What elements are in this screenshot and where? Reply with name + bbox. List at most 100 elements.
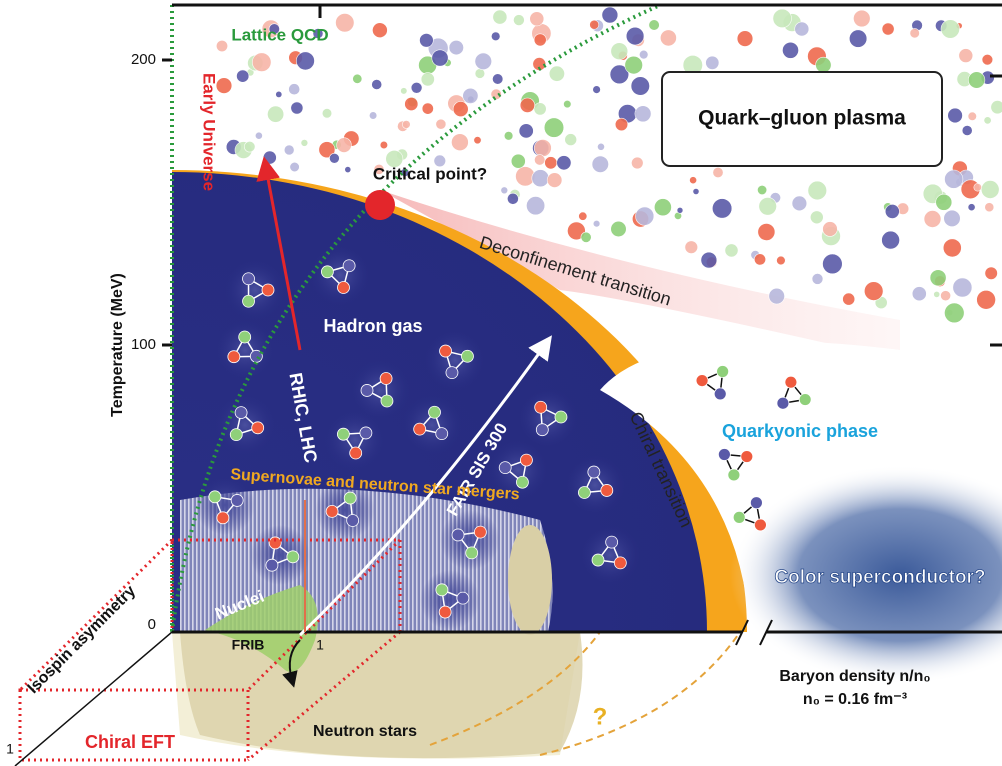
quark (544, 156, 558, 170)
hadron-quark (242, 294, 255, 308)
quark (947, 107, 963, 124)
rhic-arrow (256, 156, 302, 351)
quark (534, 154, 546, 166)
quark (654, 198, 672, 217)
quark (580, 231, 592, 243)
quark (848, 29, 868, 48)
x-one-label: 1 (316, 637, 324, 653)
hadron-quark (349, 446, 363, 460)
quark (981, 53, 994, 66)
hadron-quark (578, 486, 591, 499)
axes (162, 3, 1002, 646)
isospin-label: Isospin asymmetry (25, 582, 140, 697)
quark (474, 52, 492, 71)
hadron-quark (268, 536, 282, 550)
quark (676, 207, 684, 214)
quark (379, 140, 389, 150)
quark (474, 68, 486, 79)
quark (973, 183, 982, 192)
hadron-quark (346, 514, 360, 527)
quark (352, 73, 363, 84)
hadron-bond (418, 410, 443, 435)
quark (842, 292, 856, 306)
quark (288, 83, 301, 96)
hadron-halo (215, 395, 275, 455)
quark (567, 221, 586, 241)
quark (990, 100, 1002, 115)
quark (252, 52, 272, 72)
hadron-halo (488, 440, 548, 500)
quark (492, 9, 508, 25)
y-tick-label: 0 (148, 616, 156, 633)
hadron-quark (428, 405, 441, 419)
hadron-quark (380, 394, 394, 408)
hadron-quark (605, 535, 619, 549)
quark (648, 19, 660, 31)
hadron-quark (413, 422, 427, 436)
quark (712, 167, 724, 179)
fair-arrow (298, 335, 552, 637)
hadron-quark (473, 525, 487, 539)
quark (791, 195, 808, 212)
hadron-quark (776, 396, 790, 410)
hadron-quark (727, 468, 741, 482)
y-axis-label: Temperature (MeV) (109, 273, 126, 417)
color-sc-label: Color superconductor? (774, 567, 985, 588)
hadron-quark (439, 344, 452, 358)
quark (404, 97, 419, 112)
hadron-quark (451, 528, 465, 542)
quark (564, 133, 578, 146)
quark (782, 41, 799, 59)
quark (984, 202, 995, 213)
hadron-quark (798, 393, 812, 406)
dashed-boundary (429, 631, 741, 756)
quark (531, 169, 550, 188)
quark (410, 82, 423, 94)
quark (811, 273, 824, 285)
quark (419, 33, 434, 48)
quark (768, 287, 785, 305)
hadron-halo (518, 388, 578, 448)
quark (262, 150, 277, 165)
quark (638, 49, 649, 60)
quark (420, 72, 435, 87)
hadron-bond (723, 453, 749, 477)
quark (268, 23, 280, 35)
hadron-halo (420, 570, 480, 630)
quark (236, 69, 250, 83)
quark (289, 161, 300, 173)
hadron-quark (286, 550, 300, 564)
quark (529, 11, 545, 27)
hadron-halo (402, 395, 462, 455)
quark (772, 8, 792, 28)
hadron-bond (456, 531, 482, 555)
frib-arrow (282, 639, 301, 688)
quark (724, 243, 739, 258)
hadron-quark (456, 591, 470, 605)
hadron-quark (320, 265, 334, 279)
quark (711, 198, 733, 219)
hadron-quark (261, 283, 275, 297)
quark (385, 149, 404, 168)
quark (492, 73, 504, 85)
quark (215, 77, 233, 94)
hadron-quark (554, 410, 568, 424)
quark (592, 85, 601, 94)
quark (807, 180, 827, 201)
hadron-quark (251, 421, 265, 435)
hadron-quark (343, 491, 357, 505)
quark (519, 97, 536, 113)
quark (942, 238, 962, 258)
hadron-quark (216, 511, 230, 525)
quark (635, 206, 655, 226)
chiral-eft-label: Chiral EFT (85, 732, 175, 752)
hadron-halo (310, 245, 370, 305)
quark (518, 123, 534, 139)
hadron-quark (227, 350, 241, 364)
quark (967, 71, 986, 89)
quark (452, 101, 469, 117)
hadron-quark (461, 349, 474, 363)
neutron-stars-label: Neutron stars (313, 723, 417, 740)
hadron-quark (535, 423, 549, 437)
quark (984, 266, 998, 280)
